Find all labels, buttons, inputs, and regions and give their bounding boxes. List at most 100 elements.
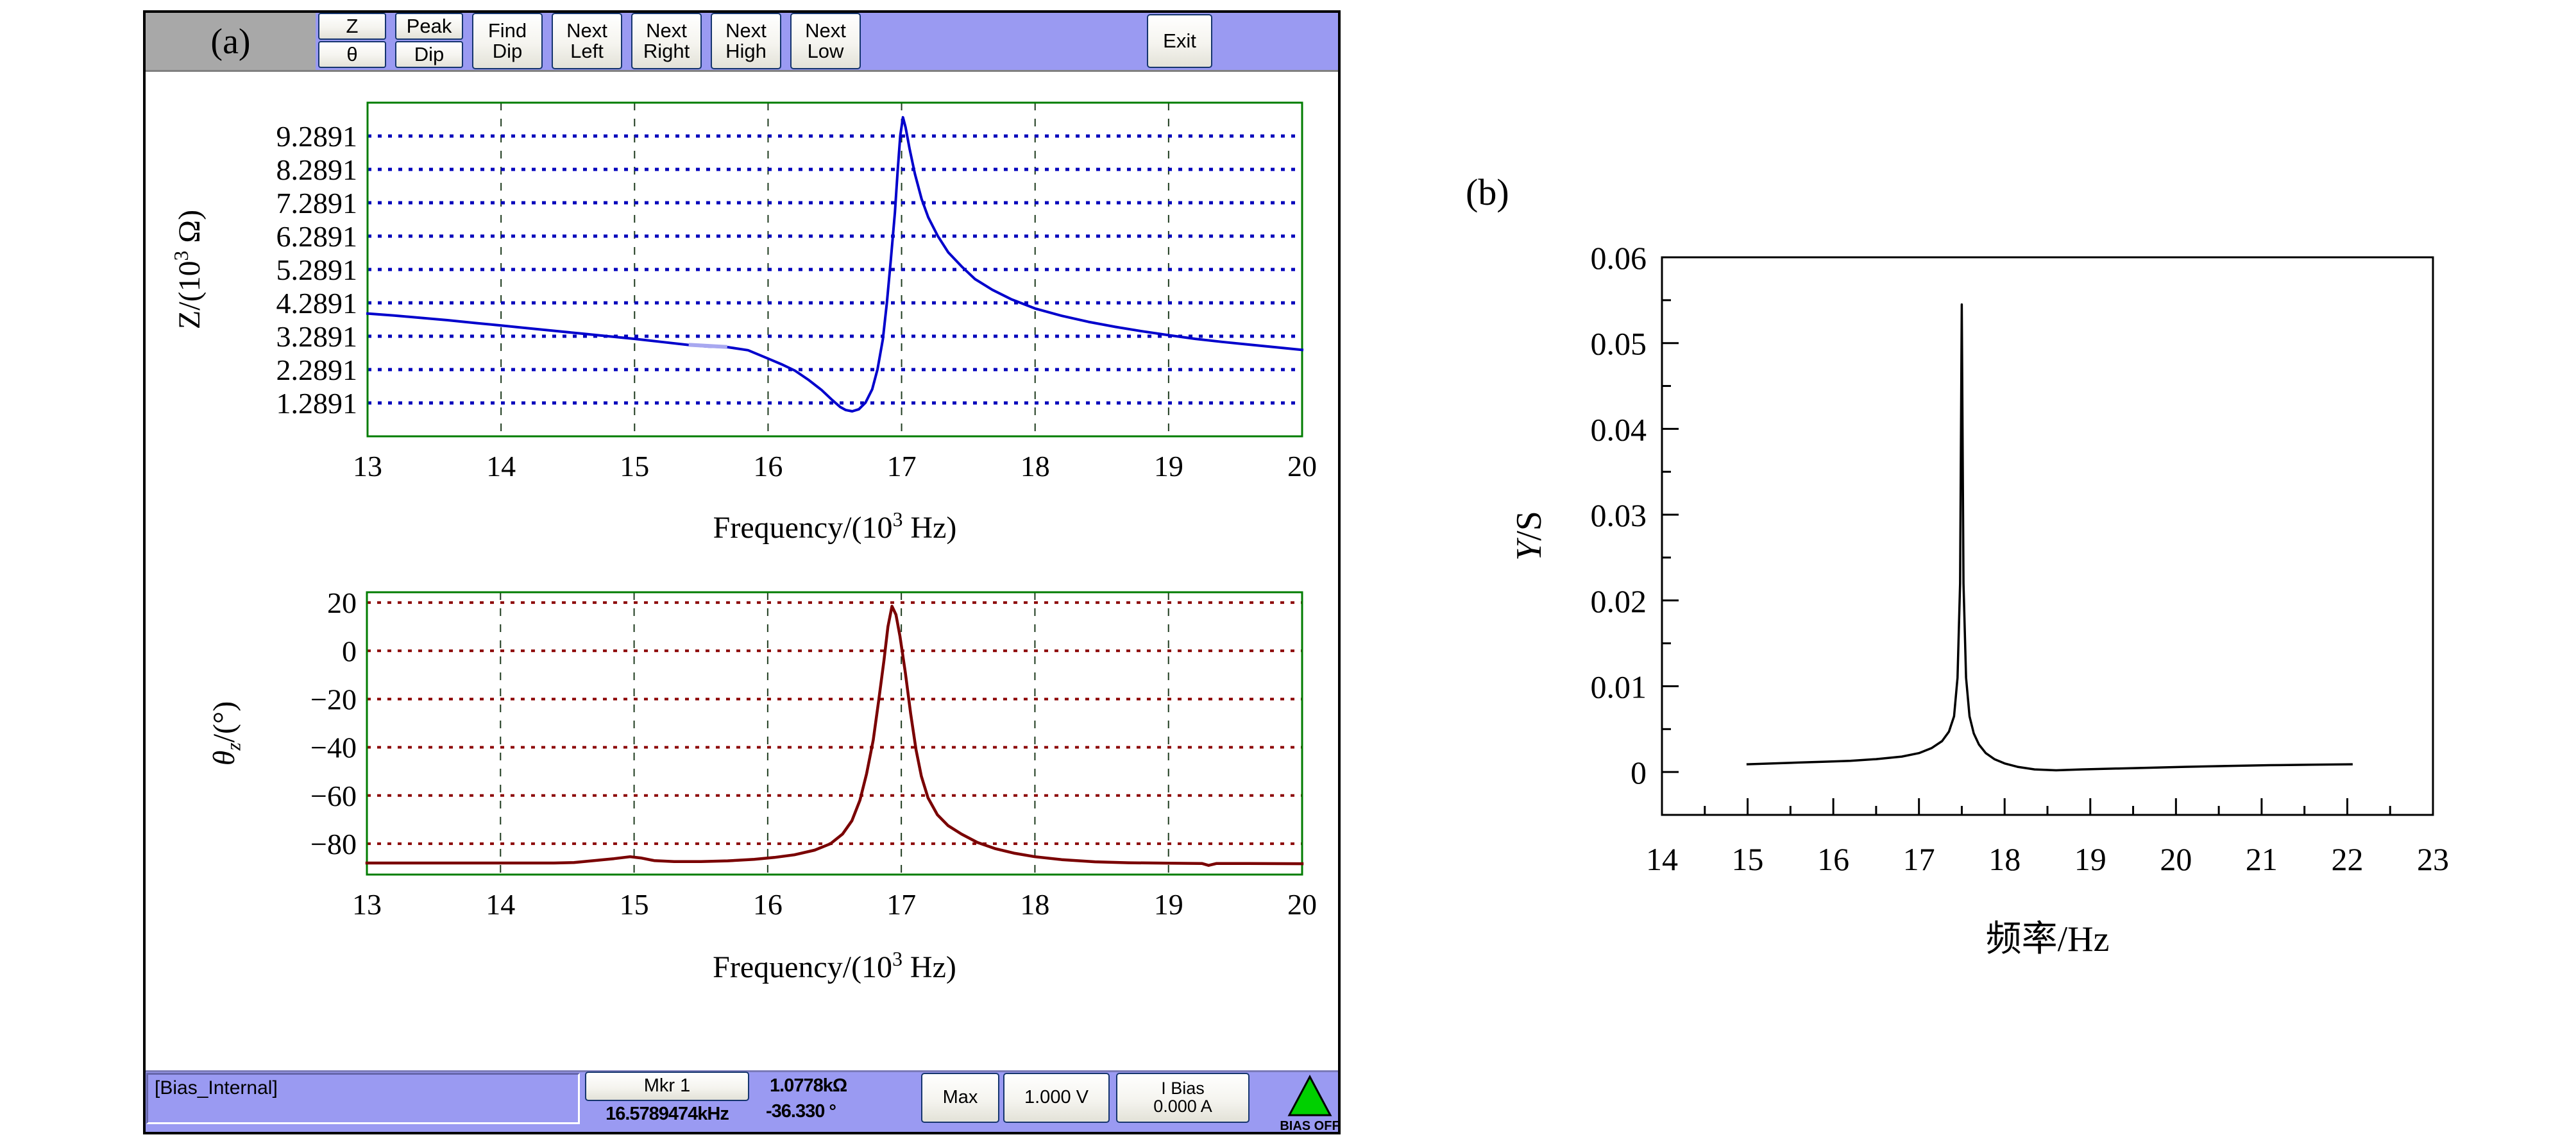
phase-chart: 13 14 15 16 17 18 19 20 20 0 −20 −40 −60 −80 Frequency… (207, 586, 1317, 984)
toolbar-next-right-button[interactable]: Next Right (631, 13, 702, 69)
toolbar-peak-button[interactable]: Peak (395, 13, 463, 40)
y-tick-label: 3.2891 (276, 320, 358, 353)
i-bias-button[interactable]: I Bias 0.000 A (1116, 1073, 1250, 1123)
y-tick-label: 0 (1631, 755, 1647, 791)
toolbar-find-dip-button[interactable]: Find Dip (472, 13, 543, 69)
y-tick-label: 8.2891 (276, 153, 358, 186)
toolbar-button-line: Left (570, 40, 604, 62)
x-tick-label: 13 (353, 450, 382, 483)
x-tick-label: 20 (2160, 841, 2192, 877)
i-bias-label: I Bias (1161, 1079, 1205, 1099)
x-tick-label: 19 (1154, 888, 1183, 921)
panel-a-label: (a) (210, 21, 251, 62)
x-tick-label: 22 (2331, 841, 2363, 877)
y-axis-title: θz/(°) (207, 701, 245, 765)
marker-frequency-readout: 16.5789474kHz (606, 1104, 729, 1124)
toolbar-button-line: Find (487, 19, 527, 42)
y-axis-title: Y/S (1509, 511, 1549, 561)
osc-level-button[interactable]: 1.000 V (1003, 1073, 1110, 1123)
y-tick-label: 6.2891 (276, 220, 358, 253)
x-tick-label: 16 (753, 450, 783, 483)
x-axis-title: Frequency/(103 Hz) (713, 508, 957, 545)
y-tick-label: 9.2891 (276, 120, 358, 153)
toolbar-button-line: High (725, 40, 767, 62)
impedance-chart: 13 14 15 16 17 18 19 20 9.28918.28917.28916.2891… (170, 101, 1317, 545)
toolbar-button-line: Next (725, 19, 767, 42)
x-tick-label: 13 (352, 888, 382, 921)
toolbar-button-line: Next (646, 19, 687, 42)
y-tick-label: −40 (310, 731, 357, 764)
toolbar-button-line: Next (805, 19, 846, 42)
x-tick-label: 14 (486, 450, 516, 483)
panel-a-label-box: (a) (146, 13, 316, 70)
y-tick-label: 0.03 (1591, 497, 1647, 533)
y-axis-title: Z/(103 Ω) (170, 210, 207, 329)
toolbar-group-peak-dip: Peak Dip (395, 13, 463, 68)
x-tick-label: 17 (886, 888, 916, 921)
y-tick-label: 4.2891 (276, 287, 358, 320)
toolbar-z-button[interactable]: Z (318, 13, 386, 40)
system-message: [Bias_Internal] (155, 1077, 278, 1099)
y-tick-label: 0.02 (1591, 583, 1647, 619)
y-tick-label: 0.05 (1591, 326, 1647, 362)
x-tick-label: 17 (1903, 841, 1935, 877)
y-tick-label: −60 (310, 780, 357, 812)
y-tick-label: 0.04 (1591, 411, 1647, 447)
system-message-box: [Bias_Internal] (146, 1073, 580, 1124)
toolbar-next-left-button[interactable]: Next Left (552, 13, 622, 69)
x-tick-label: 18 (1021, 450, 1050, 483)
x-tick-label: 15 (620, 888, 649, 921)
y-tick-label: 7.2891 (276, 187, 358, 219)
x-tick-label: 18 (1988, 841, 2021, 877)
i-bias-value: 0.000 A (1153, 1097, 1212, 1116)
admittance-chart: 14 15 16 17 18 19 20 21 22 23 0.06 0.05 0.04 0.03 0.02… (1509, 240, 2449, 959)
x-tick-label: 19 (1154, 450, 1183, 483)
x-tick-label: 16 (1817, 841, 1849, 877)
x-tick-label: 23 (2417, 841, 2449, 877)
toolbar-button-line: Dip (492, 40, 523, 62)
toolbar-next-high-button[interactable]: Next High (711, 13, 781, 69)
y-tick-label: 0.01 (1591, 669, 1647, 705)
x-tick-label: 14 (486, 888, 515, 921)
x-tick-label: 20 (1287, 450, 1317, 483)
toolbar-theta-button[interactable]: θ (318, 41, 386, 68)
y-tick-label: 0.06 (1591, 240, 1647, 276)
exit-button[interactable]: Exit (1147, 14, 1212, 68)
x-axis-title: 频率/Hz (1986, 919, 2110, 959)
bias-triangle-icon (1287, 1074, 1332, 1116)
y-tick-label: −20 (310, 683, 357, 715)
y-tick-label: 0 (342, 635, 357, 667)
toolbar-button-line: Next (566, 19, 607, 42)
range-max-button[interactable]: Max (921, 1073, 999, 1123)
bias-status-indicator: BIAS OFF (1276, 1073, 1343, 1133)
x-tick-label: 20 (1287, 888, 1317, 921)
series-theta-z (365, 604, 1304, 867)
triangle-shape (1287, 1074, 1332, 1116)
series-marker-highlight-segment (688, 343, 727, 349)
toolbar-button-line: Right (643, 40, 690, 62)
series-Z-magnitude (366, 115, 1304, 413)
y-tick-label: −80 (310, 828, 357, 860)
x-tick-label: 18 (1020, 888, 1049, 921)
x-tick-label: 17 (887, 450, 917, 483)
toolbar-dip-button[interactable]: Dip (395, 41, 463, 68)
y-tick-label: 20 (327, 586, 357, 619)
y-tick-label: 1.2891 (276, 387, 358, 420)
marker-phase-readout: -36.330 ° (766, 1101, 836, 1122)
x-axis-title: Frequency/(103 Hz) (713, 948, 956, 984)
x-tick-label: 14 (1646, 841, 1678, 877)
toolbar-button-line: Low (807, 40, 844, 62)
bias-status-text: BIAS OFF (1280, 1119, 1340, 1133)
marker-button[interactable]: Mkr 1 (585, 1072, 749, 1101)
x-tick-label: 15 (1732, 841, 1764, 877)
panel-b-label: (b) (1466, 171, 1509, 213)
y-tick-label: 2.2891 (276, 354, 358, 386)
toolbar-next-low-button[interactable]: Next Low (790, 13, 861, 69)
x-tick-label: 16 (753, 888, 783, 921)
x-tick-label: 21 (2246, 841, 2278, 877)
marker-impedance-readout: 1.0778kΩ (770, 1075, 847, 1096)
impedance-analyzer-window (143, 10, 1341, 1134)
series-Y-admittance (1746, 303, 2353, 772)
